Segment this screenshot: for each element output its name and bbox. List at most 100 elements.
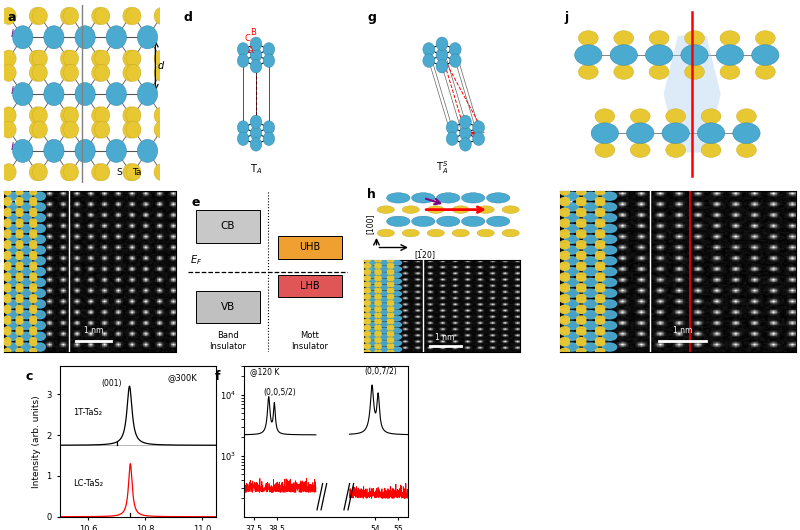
Circle shape bbox=[367, 267, 377, 271]
Circle shape bbox=[21, 268, 31, 276]
Circle shape bbox=[387, 282, 394, 285]
Circle shape bbox=[30, 316, 37, 322]
Circle shape bbox=[560, 305, 570, 311]
Circle shape bbox=[387, 344, 394, 347]
Circle shape bbox=[32, 107, 47, 124]
Text: UHB: UHB bbox=[299, 242, 320, 252]
Circle shape bbox=[16, 308, 23, 313]
Circle shape bbox=[375, 350, 381, 353]
Circle shape bbox=[7, 192, 18, 200]
Circle shape bbox=[92, 164, 106, 181]
Circle shape bbox=[367, 347, 377, 352]
Circle shape bbox=[681, 45, 708, 65]
Circle shape bbox=[577, 251, 586, 257]
Circle shape bbox=[92, 50, 106, 67]
Circle shape bbox=[446, 132, 458, 146]
Circle shape bbox=[30, 330, 37, 335]
Circle shape bbox=[423, 42, 434, 56]
Circle shape bbox=[364, 276, 370, 279]
Circle shape bbox=[4, 330, 11, 335]
Circle shape bbox=[16, 254, 23, 260]
Circle shape bbox=[565, 192, 579, 200]
Circle shape bbox=[577, 265, 586, 270]
Circle shape bbox=[577, 211, 586, 216]
Circle shape bbox=[650, 65, 669, 80]
Circle shape bbox=[392, 310, 402, 315]
Circle shape bbox=[106, 139, 126, 162]
Circle shape bbox=[583, 311, 598, 319]
Circle shape bbox=[16, 262, 23, 268]
Circle shape bbox=[737, 143, 756, 157]
Circle shape bbox=[375, 295, 381, 297]
Circle shape bbox=[4, 198, 11, 203]
Circle shape bbox=[30, 338, 37, 343]
Circle shape bbox=[402, 206, 419, 214]
Circle shape bbox=[577, 254, 586, 260]
Circle shape bbox=[387, 284, 394, 287]
Circle shape bbox=[367, 322, 377, 327]
Circle shape bbox=[486, 193, 510, 203]
Circle shape bbox=[367, 316, 377, 321]
Bar bbox=[278, 275, 342, 297]
Circle shape bbox=[375, 288, 381, 292]
Circle shape bbox=[565, 214, 579, 222]
Circle shape bbox=[577, 297, 586, 303]
Circle shape bbox=[238, 54, 249, 67]
Circle shape bbox=[577, 262, 586, 268]
Circle shape bbox=[364, 307, 370, 310]
Circle shape bbox=[30, 273, 37, 278]
Text: LC-TaS₂: LC-TaS₂ bbox=[73, 479, 102, 488]
Circle shape bbox=[387, 346, 394, 349]
Circle shape bbox=[364, 332, 370, 334]
Text: f: f bbox=[214, 370, 220, 383]
Circle shape bbox=[123, 107, 138, 124]
Circle shape bbox=[459, 115, 471, 129]
Circle shape bbox=[4, 308, 11, 313]
Circle shape bbox=[4, 230, 11, 235]
Circle shape bbox=[61, 64, 75, 81]
Circle shape bbox=[379, 329, 389, 333]
Circle shape bbox=[577, 233, 586, 238]
Circle shape bbox=[44, 139, 64, 162]
Circle shape bbox=[364, 344, 370, 347]
Circle shape bbox=[387, 319, 394, 322]
Circle shape bbox=[560, 200, 570, 206]
Circle shape bbox=[716, 45, 744, 65]
Circle shape bbox=[387, 278, 394, 280]
Circle shape bbox=[30, 198, 37, 203]
Circle shape bbox=[138, 26, 158, 49]
Circle shape bbox=[30, 319, 37, 324]
Circle shape bbox=[392, 273, 402, 278]
Circle shape bbox=[577, 189, 586, 195]
Circle shape bbox=[560, 262, 570, 268]
Circle shape bbox=[30, 284, 37, 289]
Circle shape bbox=[7, 278, 18, 286]
Circle shape bbox=[7, 268, 18, 276]
Text: b: b bbox=[9, 196, 18, 209]
Circle shape bbox=[459, 138, 471, 151]
Circle shape bbox=[30, 265, 37, 270]
Circle shape bbox=[35, 203, 46, 211]
Circle shape bbox=[595, 243, 605, 249]
Circle shape bbox=[375, 344, 381, 347]
Circle shape bbox=[7, 322, 18, 330]
Circle shape bbox=[583, 203, 598, 211]
Text: (001): (001) bbox=[101, 379, 122, 388]
Circle shape bbox=[577, 286, 586, 292]
Circle shape bbox=[30, 107, 44, 124]
Circle shape bbox=[646, 45, 673, 65]
Circle shape bbox=[30, 211, 37, 216]
Text: k: k bbox=[567, 196, 575, 209]
Circle shape bbox=[450, 42, 461, 56]
Circle shape bbox=[21, 322, 31, 330]
Circle shape bbox=[387, 315, 394, 317]
Circle shape bbox=[595, 276, 605, 281]
Circle shape bbox=[4, 319, 11, 324]
Circle shape bbox=[35, 343, 46, 351]
Circle shape bbox=[63, 64, 78, 81]
Circle shape bbox=[560, 308, 570, 313]
Circle shape bbox=[437, 216, 460, 226]
Circle shape bbox=[61, 50, 75, 67]
Circle shape bbox=[4, 211, 11, 216]
Circle shape bbox=[436, 48, 448, 62]
